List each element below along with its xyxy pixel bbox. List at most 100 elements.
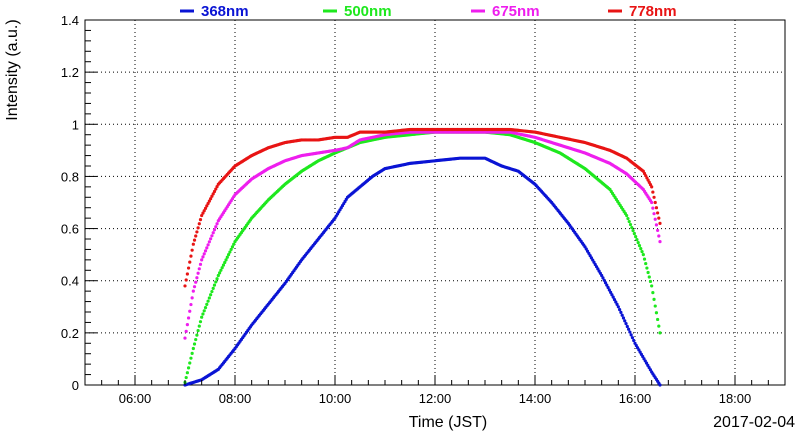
data-point bbox=[198, 262, 203, 266]
data-point bbox=[215, 277, 219, 281]
data-point bbox=[629, 333, 633, 337]
y-tick-label: 1.2 bbox=[61, 65, 79, 80]
data-point bbox=[631, 228, 635, 233]
data-point bbox=[627, 219, 631, 224]
data-point bbox=[652, 212, 656, 216]
data-point bbox=[196, 329, 200, 333]
data-point bbox=[205, 246, 209, 250]
data-point bbox=[191, 289, 195, 293]
x-axis-title: Time (JST) bbox=[409, 414, 488, 431]
data-point bbox=[652, 297, 656, 301]
data-point bbox=[647, 275, 651, 279]
data-point bbox=[656, 228, 660, 233]
data-point bbox=[207, 199, 211, 203]
data-point bbox=[214, 187, 218, 191]
data-point bbox=[634, 234, 638, 239]
data-point bbox=[628, 222, 633, 227]
data-point bbox=[202, 309, 206, 313]
data-point bbox=[183, 336, 187, 340]
data-point bbox=[642, 257, 647, 261]
data-point bbox=[192, 238, 197, 242]
data-point bbox=[206, 299, 210, 303]
data-point bbox=[651, 291, 655, 295]
data-point bbox=[657, 234, 661, 238]
data-point bbox=[209, 293, 213, 297]
data-point bbox=[205, 204, 209, 208]
data-point bbox=[206, 201, 210, 206]
data-point bbox=[210, 234, 214, 238]
x-tick-label: 14:00 bbox=[519, 391, 552, 406]
data-point bbox=[603, 281, 608, 285]
data-point bbox=[189, 254, 193, 258]
data-point bbox=[616, 305, 620, 309]
data-point bbox=[646, 270, 650, 275]
data-point bbox=[637, 244, 642, 248]
data-point bbox=[648, 279, 653, 284]
data-point bbox=[189, 356, 193, 360]
x-tick-label: 08:00 bbox=[219, 391, 252, 406]
data-point bbox=[654, 206, 659, 210]
data-point bbox=[614, 300, 618, 304]
data-point bbox=[207, 240, 211, 244]
data-point bbox=[192, 285, 197, 289]
data-point bbox=[640, 250, 644, 254]
data-point bbox=[211, 286, 215, 290]
data-point bbox=[653, 217, 657, 221]
data-point bbox=[220, 266, 224, 270]
data-point bbox=[201, 255, 205, 259]
data-point bbox=[203, 305, 208, 310]
legend-label: 368nm bbox=[201, 3, 249, 20]
data-point bbox=[186, 266, 191, 270]
data-point bbox=[188, 309, 192, 313]
data-point bbox=[209, 237, 213, 241]
data-point bbox=[197, 222, 201, 226]
y-tick-label: 1.4 bbox=[61, 13, 79, 28]
grid bbox=[85, 20, 785, 385]
data-point bbox=[195, 333, 199, 337]
y-tick-label: 1 bbox=[72, 117, 79, 132]
data-point bbox=[600, 273, 604, 278]
legend-label: 675nm bbox=[492, 3, 540, 20]
data-point bbox=[229, 247, 233, 252]
data-point bbox=[658, 221, 662, 225]
data-point bbox=[203, 206, 208, 210]
data-point bbox=[196, 226, 200, 230]
data-point bbox=[644, 261, 648, 266]
data-point bbox=[214, 225, 218, 229]
data-point bbox=[632, 338, 636, 343]
x-tick-label: 06:00 bbox=[119, 391, 152, 406]
data-point bbox=[207, 296, 211, 300]
data-point bbox=[230, 245, 235, 249]
data-point bbox=[652, 195, 656, 199]
data-point bbox=[611, 295, 615, 299]
data-point bbox=[200, 315, 204, 319]
data-point bbox=[650, 284, 654, 288]
data-point bbox=[601, 276, 605, 280]
data-point bbox=[195, 276, 199, 280]
data-point bbox=[651, 206, 655, 210]
data-point bbox=[654, 223, 659, 227]
data-point bbox=[202, 252, 206, 256]
data-point bbox=[641, 253, 645, 257]
series-778nm bbox=[183, 127, 662, 288]
data-point bbox=[226, 253, 231, 257]
data-point bbox=[228, 250, 232, 254]
data-point bbox=[197, 324, 201, 328]
data-point bbox=[198, 320, 203, 324]
data-point bbox=[212, 283, 217, 287]
data-point bbox=[188, 260, 192, 264]
data-point bbox=[639, 247, 643, 251]
data-point bbox=[636, 241, 640, 245]
data-point bbox=[190, 248, 194, 252]
data-point bbox=[602, 278, 606, 282]
data-point bbox=[184, 329, 188, 333]
data-point bbox=[620, 313, 624, 317]
series-675nm bbox=[183, 130, 662, 340]
data-point bbox=[626, 327, 631, 331]
legend-label: 778nm bbox=[629, 3, 677, 20]
legend-label: 500nm bbox=[344, 3, 392, 20]
data-point bbox=[607, 288, 611, 292]
data-point bbox=[189, 302, 193, 307]
y-tick-label: 0.6 bbox=[61, 222, 79, 237]
data-point bbox=[185, 272, 189, 276]
